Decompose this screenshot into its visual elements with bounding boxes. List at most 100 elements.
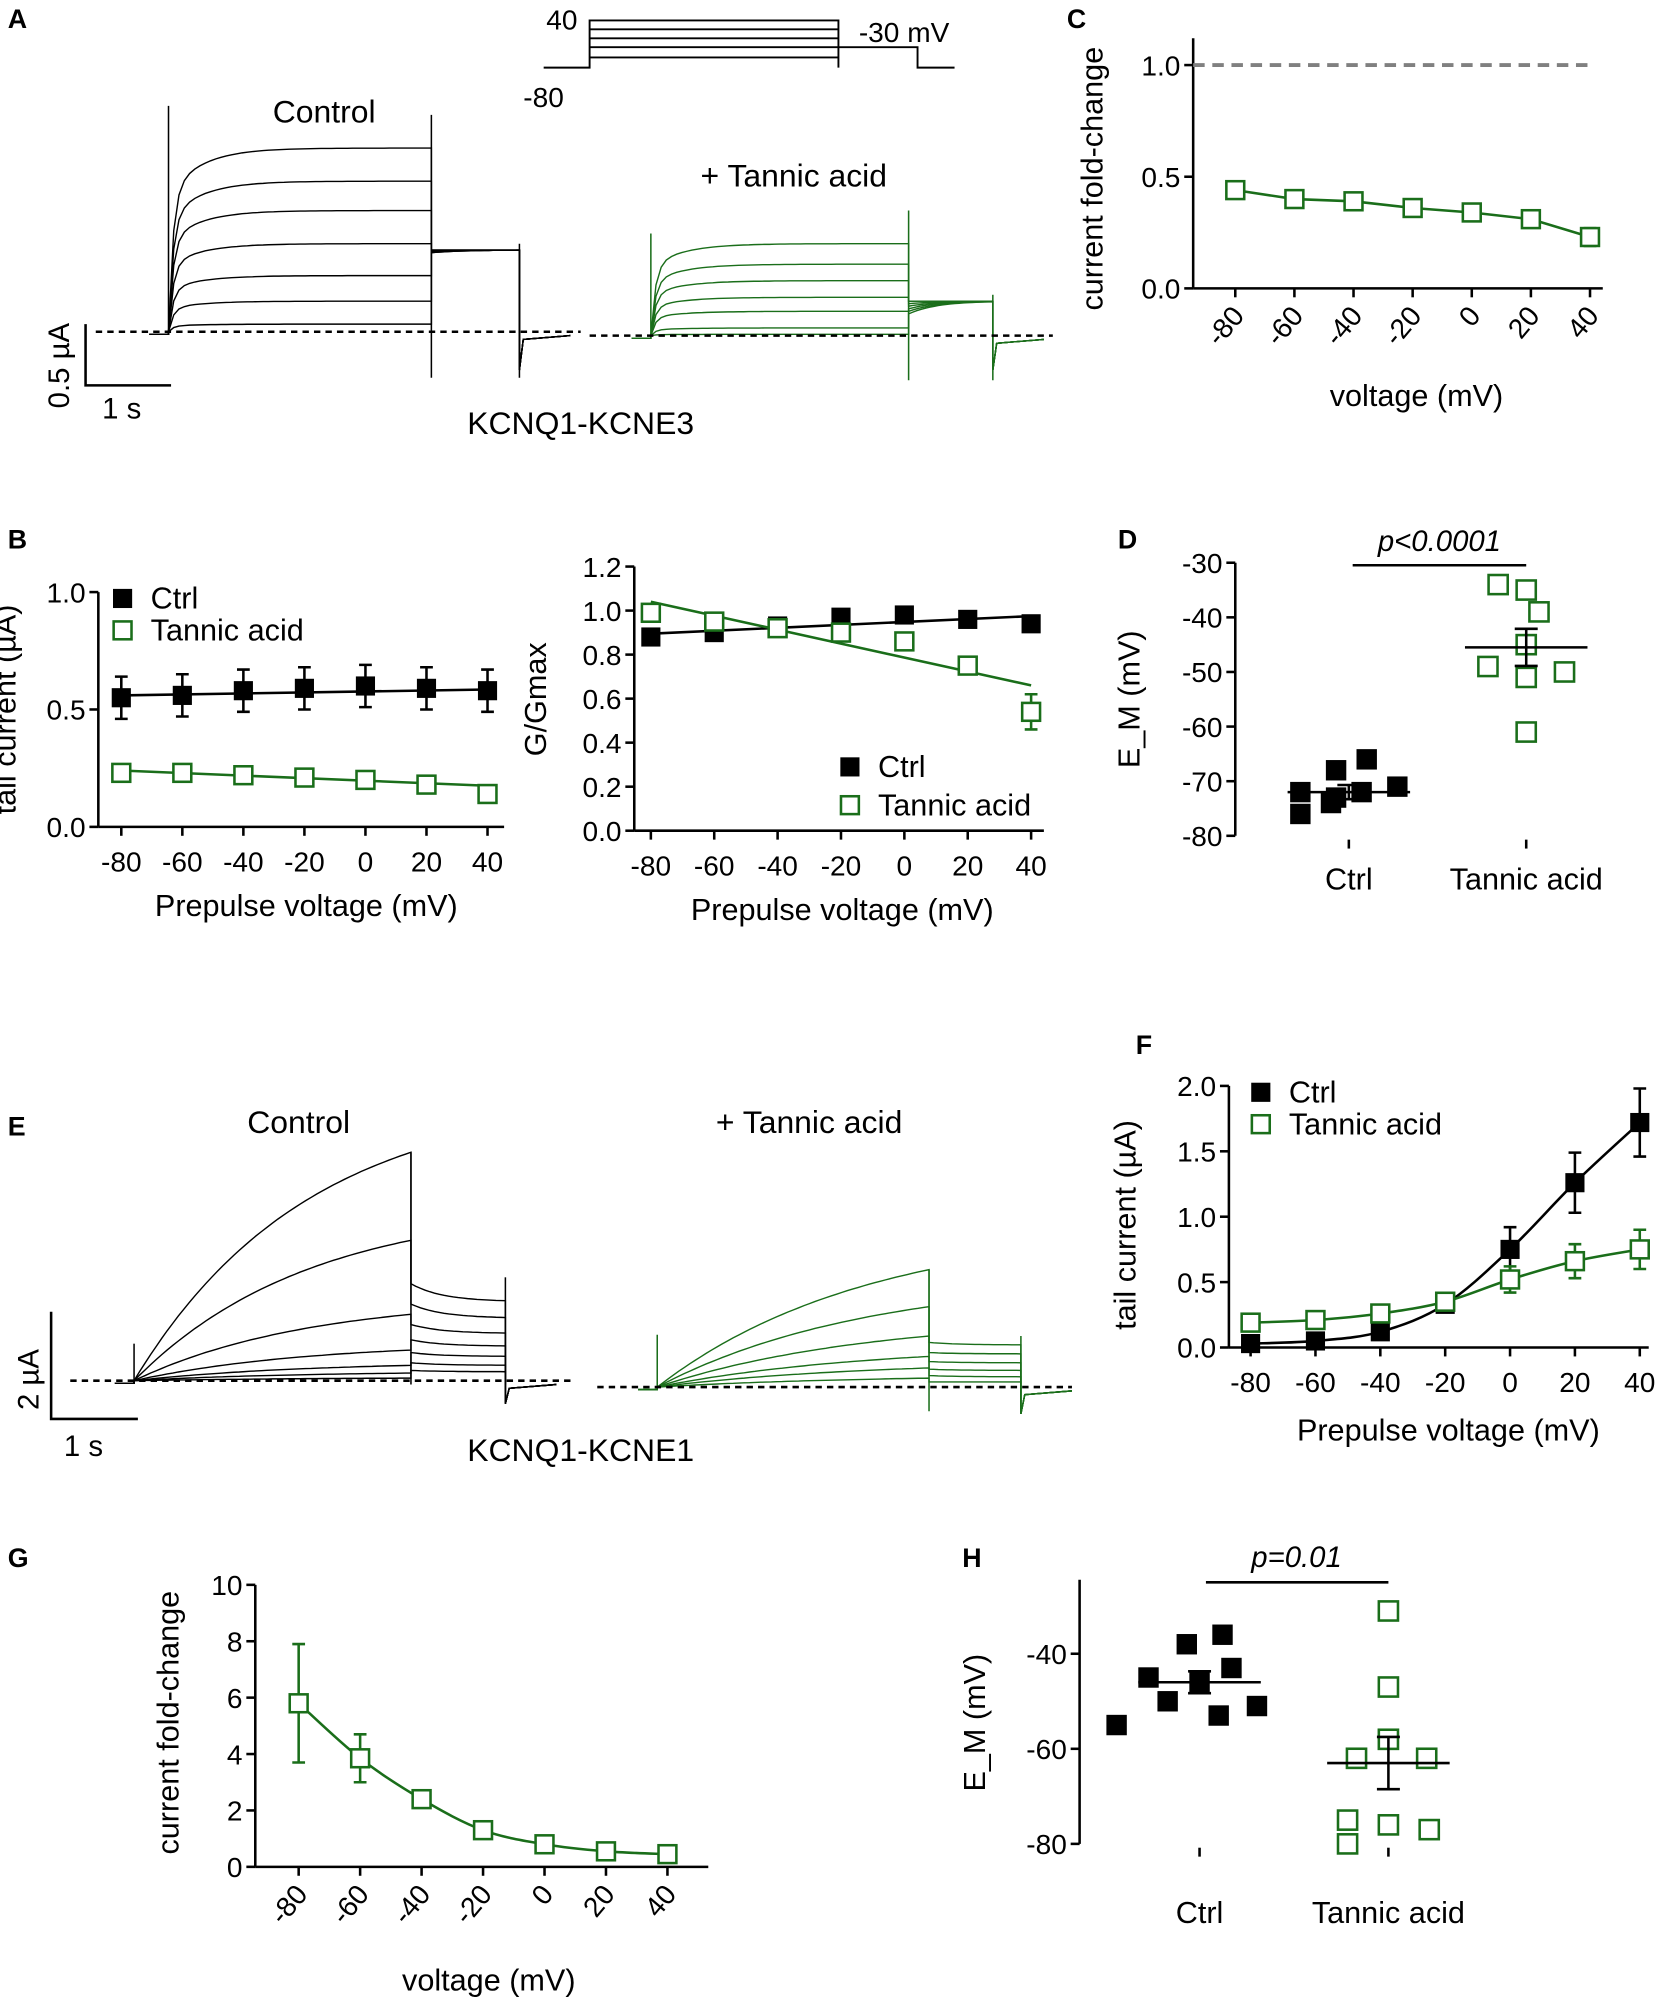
legend-label: Ctrl bbox=[878, 750, 926, 784]
data-point bbox=[294, 767, 315, 788]
chart-d: -80 -70 -60 -50 -40 -30 E_M (mV) Ctrl Tannic aci… bbox=[1113, 525, 1603, 896]
panel-labels: A B C D E F G H bbox=[8, 4, 1152, 1573]
sem-error-bar bbox=[1514, 627, 1538, 668]
data-point bbox=[1240, 1312, 1261, 1333]
data-point bbox=[1377, 1814, 1400, 1836]
y-tick-label: -60 bbox=[1182, 712, 1223, 743]
y-tick-label: -80 bbox=[1182, 821, 1223, 852]
panel-label-d: D bbox=[1118, 525, 1137, 555]
data-point bbox=[355, 769, 376, 791]
x-tick-label: -60 bbox=[1259, 300, 1309, 351]
current-trace bbox=[114, 1239, 557, 1404]
protocol-bottom-label: -80 bbox=[523, 82, 564, 113]
y-tick-label: 0.0 bbox=[582, 816, 621, 847]
data-point bbox=[1370, 1322, 1390, 1342]
x-tick-label: 0 bbox=[358, 847, 374, 878]
x-tick-label: -80 bbox=[631, 850, 672, 881]
data-point bbox=[1461, 202, 1482, 223]
scale-y-label: 2 µA bbox=[12, 1349, 45, 1410]
y-tick-label: 0 bbox=[227, 1852, 243, 1883]
data-point bbox=[830, 622, 852, 643]
x-axis-label: Prepulse voltage (mV) bbox=[155, 889, 458, 923]
data-point bbox=[1528, 601, 1550, 623]
y-tick-label: -70 bbox=[1182, 766, 1223, 797]
data-point bbox=[112, 620, 133, 641]
data-point bbox=[416, 774, 437, 795]
current-trace bbox=[149, 249, 571, 371]
legend-label: Ctrl bbox=[151, 582, 199, 616]
x-tick-label: -20 bbox=[1425, 1367, 1466, 1398]
scale-x-label: 1 s bbox=[102, 393, 141, 426]
current-trace bbox=[631, 280, 1044, 371]
x-tick-label: -20 bbox=[448, 1879, 498, 1930]
data-point bbox=[1487, 573, 1509, 596]
data-point bbox=[1499, 1269, 1521, 1290]
current-trace bbox=[631, 243, 1044, 371]
panel-label-f: F bbox=[1136, 1030, 1152, 1060]
y-tick-label: 1.0 bbox=[47, 577, 86, 608]
current-trace bbox=[114, 1362, 557, 1404]
x-tick-label: 20 bbox=[411, 847, 442, 878]
current-trace bbox=[114, 1369, 557, 1404]
data-point bbox=[657, 1843, 678, 1865]
y-axis-label: E_M (mV) bbox=[1113, 630, 1147, 768]
y-tick-label: -80 bbox=[1026, 1829, 1067, 1860]
y-axis-label: current fold-change bbox=[152, 1591, 186, 1855]
data-point bbox=[1356, 749, 1377, 770]
y-tick-label: 0.2 bbox=[582, 772, 621, 803]
data-point bbox=[767, 617, 788, 639]
y-tick-label: 0.8 bbox=[582, 640, 621, 671]
data-point bbox=[1515, 666, 1538, 689]
x-tick-label: 0 bbox=[1502, 1367, 1518, 1398]
data-point bbox=[1564, 1250, 1586, 1272]
data-point bbox=[1630, 1112, 1650, 1133]
legend-label: Tannic acid bbox=[878, 788, 1031, 822]
data-point bbox=[1500, 1239, 1520, 1259]
data-point bbox=[111, 762, 132, 784]
current-trace bbox=[149, 249, 571, 371]
x-tick-label: -20 bbox=[821, 850, 862, 881]
chart-b1: 0.0 0.5 1.0 tail current (µA) -80 -60 -40 -20 0 2… bbox=[0, 577, 505, 923]
legend-label: Ctrl bbox=[1289, 1075, 1337, 1109]
chart-h: -80 -60 -40 E_M (mV) Ctrl Tannic acid p=0.01 bbox=[958, 1541, 1465, 1930]
x-tick-label: -60 bbox=[694, 850, 735, 881]
data-point bbox=[1305, 1309, 1326, 1331]
data-point bbox=[1290, 803, 1311, 825]
data-point bbox=[1415, 1747, 1438, 1770]
data-point bbox=[1336, 1833, 1359, 1855]
data-point bbox=[1020, 701, 1042, 723]
x-tick-label: 40 bbox=[1016, 850, 1047, 881]
x-tick-label: -40 bbox=[757, 850, 798, 881]
data-point bbox=[1520, 208, 1542, 230]
x-axis-label: voltage (mV) bbox=[402, 1964, 576, 1997]
data-point bbox=[640, 602, 662, 623]
x-tick-label: 40 bbox=[638, 1879, 682, 1923]
data-point bbox=[894, 631, 915, 652]
data-point bbox=[1021, 614, 1041, 634]
protocol-tail-label: -30 mV bbox=[859, 17, 950, 48]
sem-error-bar bbox=[1337, 783, 1361, 801]
y-axis-label: tail current (µA) bbox=[1109, 1120, 1143, 1330]
current-traces-kcne1 bbox=[70, 1151, 1073, 1414]
data-point bbox=[1157, 1691, 1178, 1712]
construct-label: KCNQ1-KCNE3 bbox=[467, 405, 694, 441]
y-axis-label: E_M (mV) bbox=[958, 1654, 992, 1792]
chart-f: 0.0 0.5 1.0 1.5 2.0 tail current (µA) -80 -60 -4… bbox=[1109, 1071, 1656, 1448]
y-tick-label: 6 bbox=[227, 1683, 243, 1714]
data-point bbox=[1629, 1239, 1650, 1260]
tannic-label: + Tannic acid bbox=[716, 1104, 902, 1140]
y-tick-label: 1.5 bbox=[1177, 1137, 1216, 1168]
current-trace bbox=[638, 1367, 1073, 1414]
x-tick-label: -40 bbox=[223, 847, 264, 878]
x-tick-label: 40 bbox=[1561, 300, 1605, 344]
current-traces-kcne3 bbox=[95, 105, 1053, 381]
current-trace bbox=[114, 1351, 557, 1404]
y-tick-label: 1.0 bbox=[1141, 50, 1180, 81]
data-point bbox=[477, 783, 498, 805]
y-tick-label: 2 bbox=[227, 1796, 243, 1827]
current-trace bbox=[638, 1305, 1073, 1414]
data-point bbox=[1370, 1303, 1391, 1324]
